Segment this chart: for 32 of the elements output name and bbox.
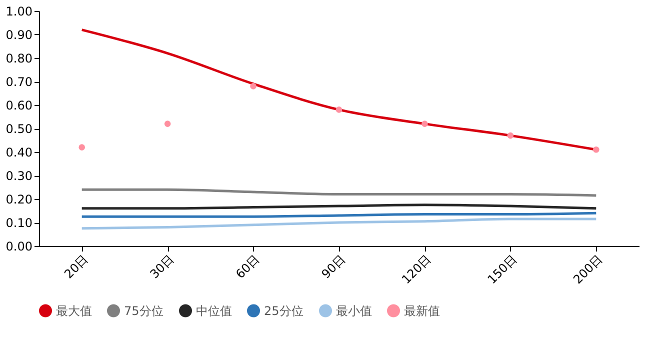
- y-tick-label: 0.30: [6, 169, 32, 183]
- legend-label: 75分位: [124, 304, 164, 318]
- x-tick-label: 20日: [62, 252, 91, 282]
- point: [507, 132, 514, 139]
- x-tick-label: 150日: [484, 252, 520, 287]
- y-tick-label: 1.00: [6, 4, 32, 18]
- legend-label: 最大值: [56, 304, 92, 318]
- legend-label: 最新值: [404, 304, 440, 318]
- legend-label: 中位值: [196, 304, 232, 318]
- point: [250, 83, 256, 90]
- x-tick-label: 120日: [399, 252, 434, 287]
- y-tick-label: 0.40: [6, 146, 32, 160]
- y-tick-label: 0.50: [6, 122, 32, 136]
- line-series: [80, 218, 598, 230]
- y-tick-label: 0.10: [6, 216, 32, 230]
- y-tick-label: 0.20: [6, 192, 32, 206]
- y-tick-label: 0.00: [6, 240, 32, 254]
- point: [336, 106, 342, 113]
- x-tick-label: 30日: [147, 252, 177, 282]
- point: [592, 146, 600, 153]
- x-tick-label: 60日: [233, 252, 262, 282]
- x-tick-label: 90日: [318, 252, 348, 282]
- y-tick-label: 0.70: [6, 75, 32, 89]
- y-tick-label: 0.80: [6, 52, 32, 66]
- point: [164, 120, 171, 127]
- point: [78, 144, 86, 150]
- legend-label: 25分位: [264, 304, 304, 318]
- point: [422, 120, 428, 127]
- x-tick-label: 200日: [570, 252, 606, 287]
- y-tick-label: 0.60: [6, 98, 32, 112]
- legend-label: 最小值: [336, 304, 372, 318]
- y-tick-label: 0.90: [6, 28, 32, 42]
